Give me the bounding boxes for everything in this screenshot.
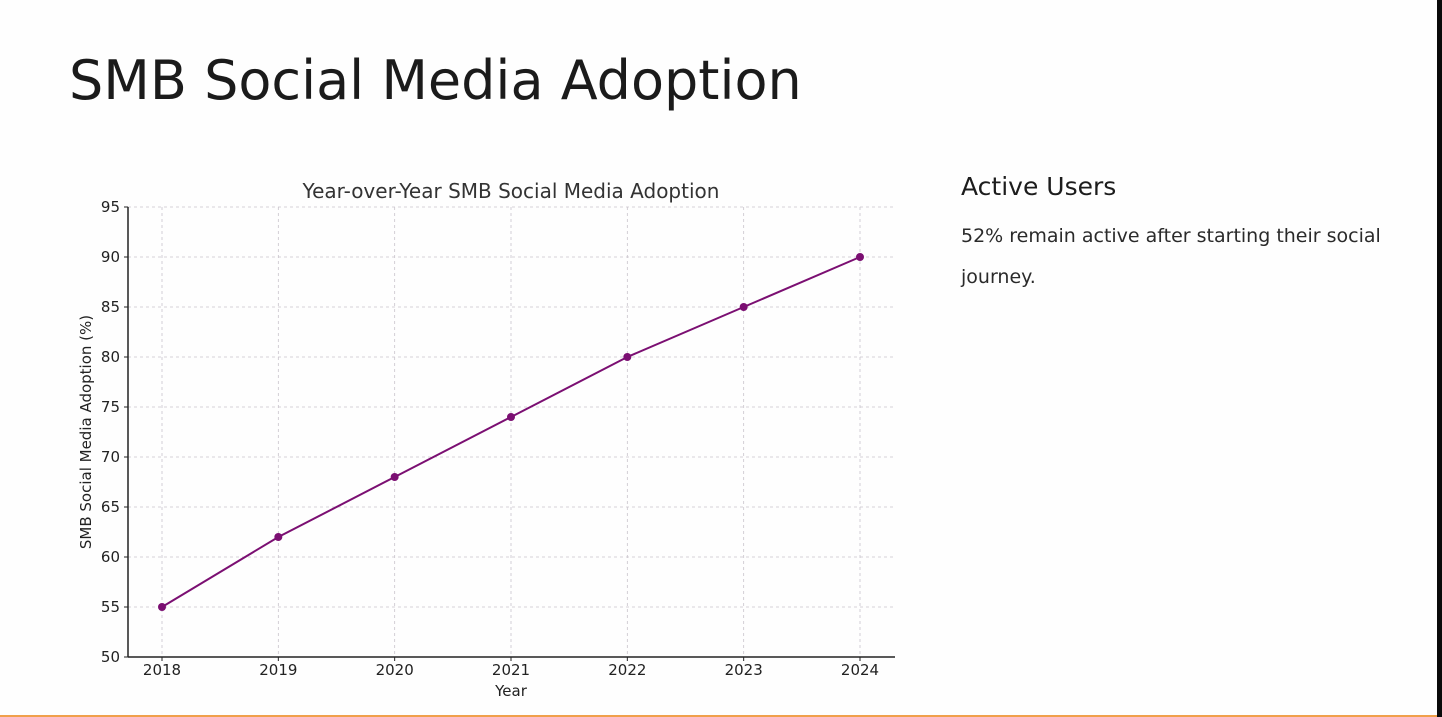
y-tick-label: 70 [101, 448, 120, 466]
x-tick-label: 2023 [725, 661, 763, 679]
data-point [623, 353, 632, 361]
active-users-text: 52% remain active after starting their s… [961, 225, 1381, 288]
chart-title: Year-over-Year SMB Social Media Adoption [302, 179, 720, 203]
data-point [507, 413, 515, 421]
y-tick-label: 85 [101, 298, 120, 316]
y-axis-label: SMB Social Media Adoption (%) [77, 315, 95, 549]
grid-lines [128, 206, 895, 657]
y-tick-label: 50 [101, 648, 120, 666]
axes [127, 207, 895, 658]
window-edge [1437, 0, 1442, 717]
data-point [856, 253, 864, 261]
y-tick-label: 90 [101, 248, 120, 266]
x-tick-label: 2024 [841, 661, 879, 679]
x-tick-label: 2022 [608, 661, 646, 679]
data-point [390, 473, 399, 481]
active-users-heading: Active Users [961, 172, 1117, 201]
data-point [274, 533, 283, 541]
y-tick-label: 65 [101, 498, 120, 516]
data-point [739, 303, 748, 311]
active-users-panel: Active Users 52% remain active after sta… [961, 172, 1381, 298]
bottom-accent-line [0, 715, 1437, 717]
chart-svg: 50 55 60 65 70 75 80 85 90 95 2018 2019 2020 2021 202… [77, 179, 895, 700]
y-tick-label: 55 [101, 598, 120, 616]
y-tick-label: 60 [101, 548, 120, 566]
x-tick-label: 2020 [376, 661, 414, 679]
line-chart: 50 55 60 65 70 75 80 85 90 95 2018 2019 2020 2021 202… [0, 160, 940, 710]
y-tick-label: 75 [101, 398, 120, 416]
y-tick-label: 80 [101, 348, 120, 366]
y-tick-label: 95 [101, 198, 120, 216]
x-tick-label: 2019 [259, 661, 297, 679]
x-axis-label: Year [494, 682, 528, 700]
x-tick-label: 2021 [492, 661, 530, 679]
x-ticks: 2018 2019 2020 2021 2022 2023 2024 [143, 657, 879, 679]
series [158, 253, 864, 611]
data-point [158, 603, 166, 611]
x-tick-label: 2018 [143, 661, 181, 679]
y-ticks: 50 55 60 65 70 75 80 85 90 95 [101, 198, 128, 666]
slide-title: SMB Social Media Adoption [69, 49, 802, 112]
